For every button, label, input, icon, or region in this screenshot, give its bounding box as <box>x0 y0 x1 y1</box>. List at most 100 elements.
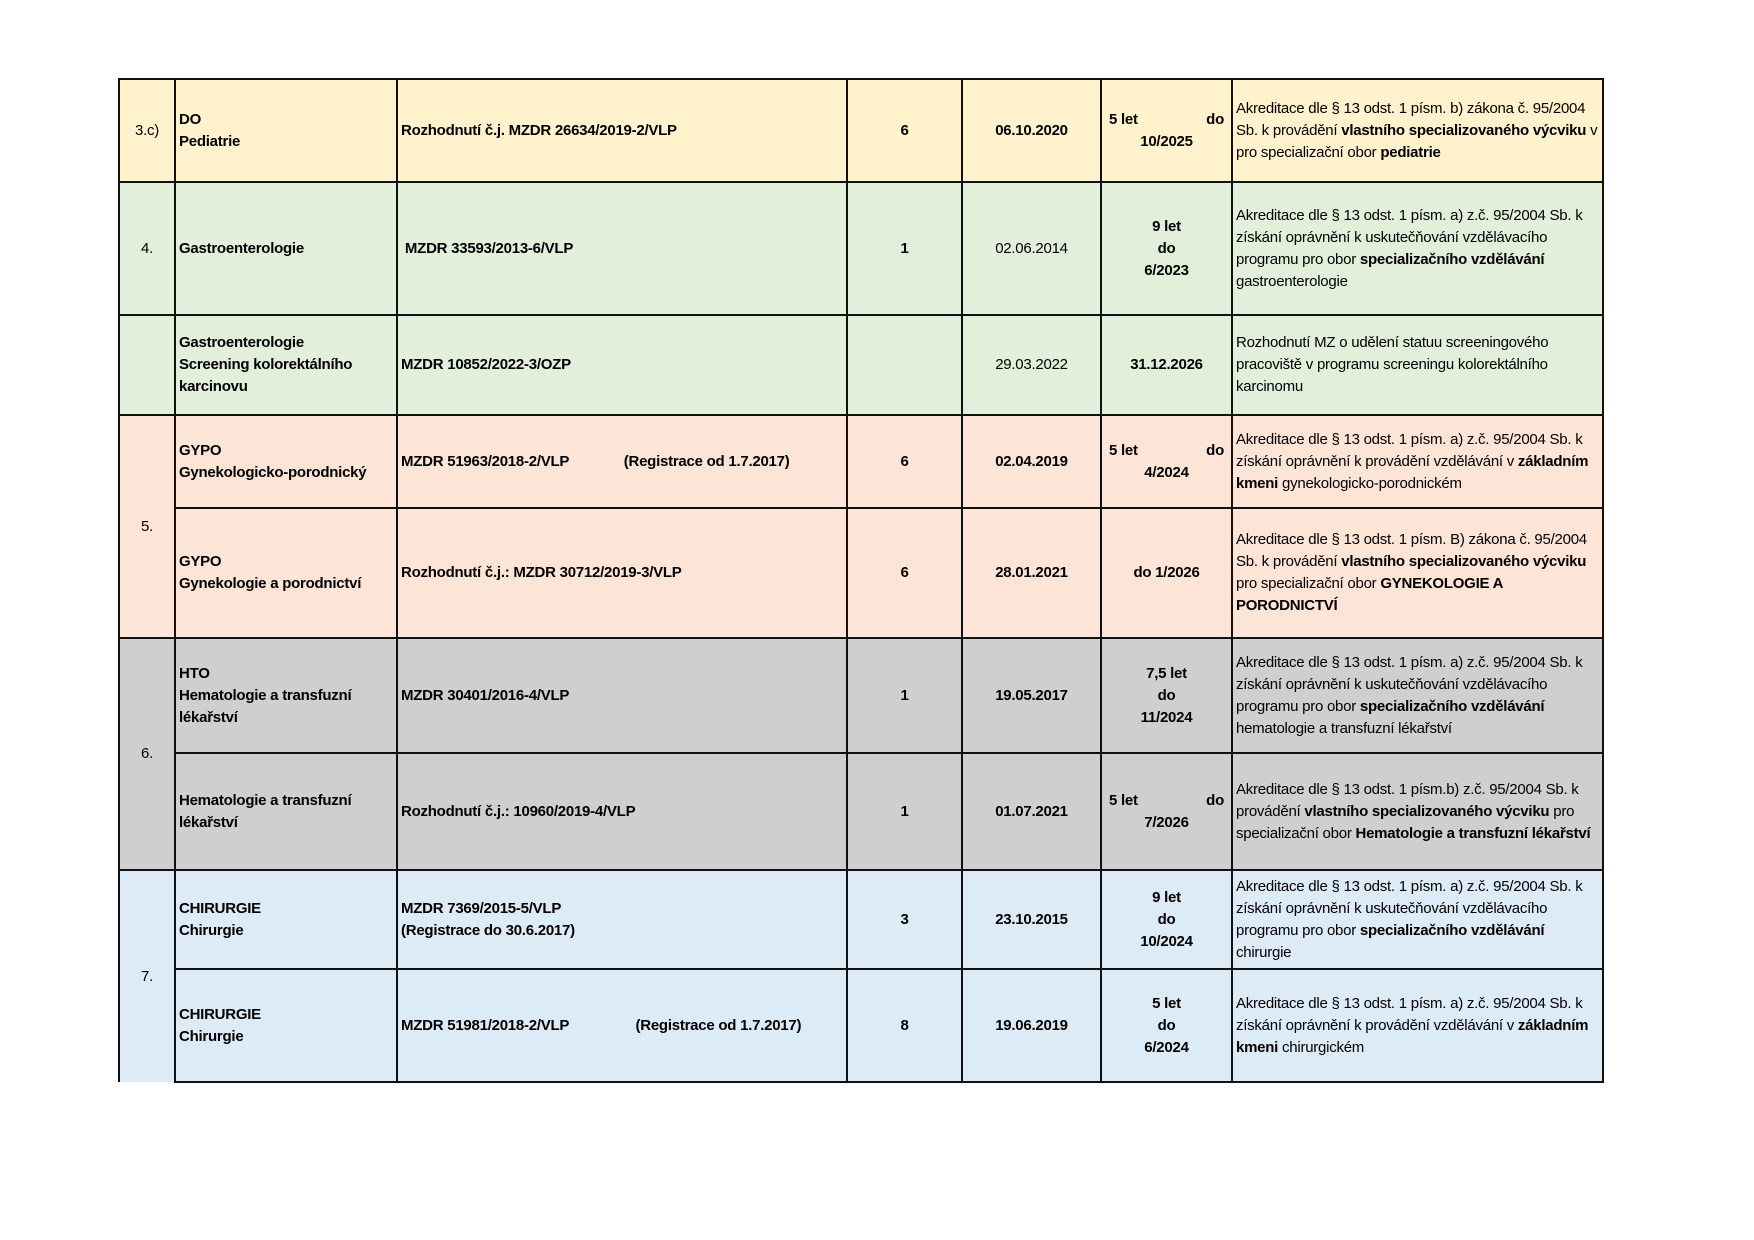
department-cell: GYPO Gynekologicko-porodnický <box>174 414 398 509</box>
date-cell: 19.05.2017 <box>961 637 1102 754</box>
validity-line: do <box>1157 239 1176 257</box>
count-cell <box>846 314 963 416</box>
description-cell: Rozhodnutí MZ o udělení statuu screening… <box>1231 314 1604 416</box>
row-number-cell: 4. <box>118 181 176 316</box>
validity-line: 5 let do <box>1105 790 1228 812</box>
validity-line: do <box>1157 686 1176 704</box>
description-segment: specializačního vzdělávání <box>1359 250 1545 268</box>
description-cell: Akreditace dle § 13 odst. 1 písm. a) z.č… <box>1231 414 1604 509</box>
description-segment: Akreditace dle § 13 odst. 1 písm. a) z.č… <box>1236 430 1583 470</box>
validity-line: 9 let <box>1152 888 1181 906</box>
validity-line: 5 let do <box>1105 440 1228 462</box>
department-line: GYPO <box>179 553 222 570</box>
description-segment: pro specializační obor <box>1236 802 1575 842</box>
table-row: 5. GYPO Gynekologicko-porodnický MZDR 51963… <box>118 414 1604 639</box>
description-cell: Akreditace dle § 13 odst. 1 písm. a) z.č… <box>1231 181 1604 316</box>
validity-line: do <box>1157 910 1176 928</box>
description-cell: Akreditace dle § 13 odst. 1 písm. b) zák… <box>1231 78 1604 183</box>
validity-line: 6/2023 <box>1144 261 1189 279</box>
decision-text: MZDR 51963/2018-2/VLP (Registrace od 1.7… <box>401 452 790 470</box>
description-cell: Akreditace dle § 13 odst. 1 písm. a) z.č… <box>1231 869 1604 970</box>
department-cell: Gastroenterologie Screening kolorektálníh… <box>174 314 398 416</box>
department-cell: GYPO Gynekologie a porodnictví <box>174 507 398 639</box>
validity-cell: 5 let do 10/2025 <box>1100 78 1233 183</box>
description-segment: GYNEKOLOGIE A PORODNICTVÍ <box>1236 575 1503 614</box>
count-cell: 3 <box>846 869 963 970</box>
description-segment: Rozhodnutí MZ o udělení statuu screening… <box>1236 334 1549 395</box>
table-row: 4. Gastroenterologie MZDR 33593/2013-6/VL… <box>118 181 1604 316</box>
validity-line: 10/2024 <box>1140 932 1193 950</box>
decision-text: MZDR 33593/2013-6/VLP <box>401 239 574 257</box>
validity-line: 7,5 let <box>1146 664 1187 682</box>
row-number-cell: 5. <box>118 414 176 639</box>
description-cell: Akreditace dle § 13 odst. 1 písm.b) z.č.… <box>1231 752 1604 871</box>
department-line: Gastroenterologie <box>179 239 304 257</box>
description-segment: chirurgickém <box>1278 1038 1365 1056</box>
date-cell: 01.07.2021 <box>961 752 1102 871</box>
validity-line: 31.12.2026 <box>1130 356 1203 373</box>
description-segment: hematologie a transfuzní lékařství <box>1236 719 1452 737</box>
row-number-cell: 7. <box>118 869 176 1082</box>
department-cell: HTO Hematologie a transfuzní lékařství <box>174 637 398 754</box>
department-cell: Gastroenterologie <box>174 181 398 316</box>
table-row: 7. CHIRURGIE Chirurgie MZDR 7369/2015-5/VLP… <box>118 869 1604 1082</box>
description-segment: pro specializační obor <box>1236 575 1381 592</box>
decision-cell: MZDR 30401/2016-4/VLP <box>396 637 848 754</box>
validity-line: 10/2025 <box>1140 132 1193 150</box>
description-segment: Akreditace dle § 13 odst. 1 písm. a) z.č… <box>1236 877 1583 939</box>
date-cell: 23.10.2015 <box>961 869 1102 970</box>
validity-part: 5 let <box>1109 110 1138 128</box>
department-line: Gastroenterologie <box>179 334 304 351</box>
count-cell: 1 <box>846 181 963 316</box>
date-cell: 29.03.2022 <box>961 314 1102 416</box>
validity-line: 4/2024 <box>1144 463 1189 481</box>
row-number-cell: 3.c) <box>118 78 176 183</box>
validity-part: 5 let <box>1109 441 1138 459</box>
validity-line: 11/2024 <box>1140 708 1193 726</box>
department-line: Gynekologie a porodnictví <box>179 575 362 592</box>
decision-cell: MZDR 51963/2018-2/VLP (Registrace od 1.7… <box>396 414 848 509</box>
department-cell: CHIRURGIE Chirurgie <box>174 869 398 970</box>
department-line: Chirurgie <box>179 1027 244 1045</box>
count-cell: 6 <box>846 414 963 509</box>
date-cell: 19.06.2019 <box>961 968 1102 1083</box>
row-number-cell: 6. <box>118 637 176 871</box>
description-segment: chirurgie <box>1236 943 1292 961</box>
decision-text: Rozhodnutí č.j. MZDR 26634/2019-2/VLP <box>401 121 677 139</box>
description-segment: Akreditace dle § 13 odst. 1 písm. a) z.č… <box>1236 994 1583 1034</box>
department-cell: CHIRURGIE Chirurgie <box>174 968 398 1083</box>
validity-cell: 7,5 let do 11/2024 <box>1100 637 1233 754</box>
validity-cell: 5 let do 6/2024 <box>1100 968 1233 1083</box>
validity-cell: 31.12.2026 <box>1100 314 1233 416</box>
decision-cell: Rozhodnutí č.j.: MZDR 30712/2019-3/VLP <box>396 507 848 639</box>
count-cell: 6 <box>846 507 963 639</box>
description-segment: pediatrie <box>1380 143 1441 161</box>
description-segment: v pro specializační obor <box>1236 121 1598 161</box>
decision-text: Rozhodnutí č.j.: MZDR 30712/2019-3/VLP <box>401 564 682 581</box>
validity-line: 5 let do <box>1105 109 1228 131</box>
description-segment: Akreditace dle § 13 odst. 1 písm. B) zák… <box>1236 531 1587 570</box>
department-line: GYPO <box>179 441 222 459</box>
decision-text: MZDR 51981/2018-2/VLP (Registrace od 1.7… <box>401 1016 802 1034</box>
validity-line: 9 let <box>1152 217 1181 235</box>
department-line: DO <box>179 110 201 128</box>
department-line: Screening kolorektálního karcinovu <box>179 356 353 395</box>
count-cell: 1 <box>846 637 963 754</box>
validity-line: do 1/2026 <box>1133 564 1200 581</box>
description-segment: specializačního vzdělávání <box>1359 921 1545 939</box>
department-line: Gynekologicko-porodnický <box>179 463 367 481</box>
validity-cell: do 1/2026 <box>1100 507 1233 639</box>
table-row: Gastroenterologie Screening kolorektálníh… <box>118 314 1604 416</box>
validity-cell: 5 let do 4/2024 <box>1100 414 1233 509</box>
department-line: HTO <box>179 664 210 682</box>
description-cell: Akreditace dle § 13 odst. 1 písm. B) zák… <box>1231 507 1604 639</box>
table-row: CHIRURGIE Chirurgie MZDR 51981/2018-2/VLP … <box>119 968 1604 1083</box>
description-segment: gastroenterologie <box>1236 272 1348 290</box>
decision-text: MZDR 7369/2015-5/VLP (Registrace do 30.6… <box>401 899 575 939</box>
validity-part: do <box>1206 791 1224 809</box>
description-segment: Akreditace dle § 13 odst. 1 písm. a) z.č… <box>1236 653 1583 715</box>
table-row: 3.c) DO Pediatrie Rozhodnutí č.j. MZDR 2663… <box>118 78 1604 183</box>
decision-cell: MZDR 51981/2018-2/VLP (Registrace od 1.7… <box>396 968 848 1083</box>
validity-cell: 5 let do 7/2026 <box>1100 752 1233 871</box>
decision-cell: MZDR 10852/2022-3/OZP <box>396 314 848 416</box>
